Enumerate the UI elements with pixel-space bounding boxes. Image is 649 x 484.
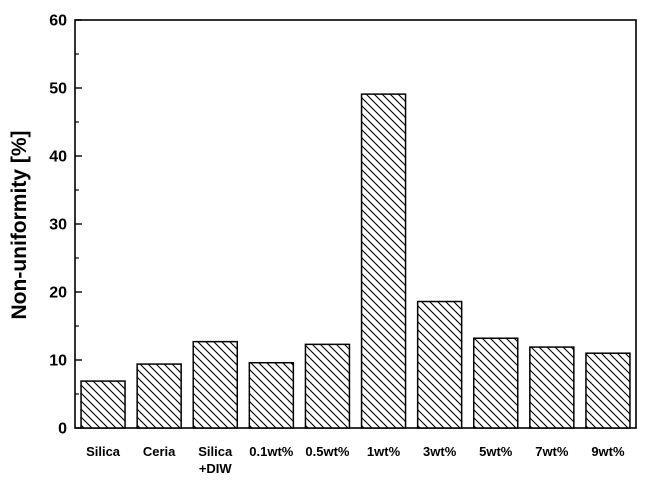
y-tick-label: 20 [49,285,67,302]
bar [416,300,463,429]
bar [192,340,238,429]
bar [304,343,351,429]
bar [248,361,295,429]
x-tick-label: +DIW [199,461,233,476]
x-tick-label: 0.5wt% [305,444,350,459]
bar [136,363,182,429]
x-tick-label: Silica [86,444,121,459]
x-tick-label: 5wt% [479,444,513,459]
y-tick-label: 60 [49,13,67,30]
y-tick-label: 30 [49,217,67,234]
x-tick-label: Silica [198,444,233,459]
y-tick-label: 0 [58,421,67,438]
bar [529,346,575,429]
bar [80,380,126,429]
y-axis-label: Non-uniformity [%] [8,131,31,320]
x-tick-label: 1wt% [367,444,401,459]
bar [473,337,519,429]
y-tick-label: 40 [49,149,67,166]
x-tick-label: 0.1wt% [249,444,294,459]
x-tick-label: 9wt% [591,444,625,459]
x-tick-label: 7wt% [535,444,569,459]
y-tick-label: 50 [49,81,67,98]
bar [360,93,407,429]
bar [585,352,631,429]
x-tick-label: Ceria [143,444,176,459]
x-tick-label: 3wt% [423,444,457,459]
y-tick-label: 10 [49,353,67,370]
